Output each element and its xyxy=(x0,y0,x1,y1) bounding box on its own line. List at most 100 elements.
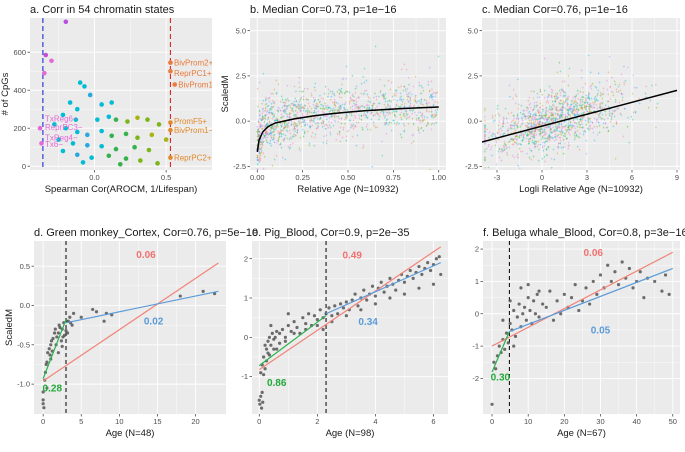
data-point: + xyxy=(280,131,283,136)
data-point: + xyxy=(383,113,386,118)
data-point: + xyxy=(542,113,545,118)
data-point: + xyxy=(530,116,533,121)
data-point xyxy=(402,292,407,296)
data-point: + xyxy=(319,116,322,121)
y-tick-label: 400 xyxy=(13,86,26,95)
data-point: + xyxy=(384,121,387,126)
data-point: + xyxy=(341,82,344,87)
data-point: + xyxy=(340,89,343,94)
data-point: + xyxy=(516,123,519,128)
data-point xyxy=(261,400,265,404)
data-point: + xyxy=(563,93,566,98)
coef-young: 0.86 xyxy=(267,378,287,389)
data-point: + xyxy=(300,96,303,101)
data-point xyxy=(46,351,50,355)
data-point: + xyxy=(435,110,438,115)
data-point xyxy=(263,343,267,347)
data-point: + xyxy=(357,106,360,111)
data-point: + xyxy=(567,143,570,148)
data-point: + xyxy=(403,84,406,89)
data-point: + xyxy=(602,125,605,130)
data-point: + xyxy=(516,137,519,142)
data-point: + xyxy=(358,105,361,110)
data-point: + xyxy=(568,127,571,132)
data-point: + xyxy=(314,103,317,108)
data-point: + xyxy=(338,95,341,100)
data-point xyxy=(262,373,266,377)
data-point: + xyxy=(538,123,541,128)
data-point: + xyxy=(293,120,296,125)
data-point: + xyxy=(417,125,420,130)
data-point: + xyxy=(267,103,270,108)
data-point: + xyxy=(340,87,343,92)
data-point: + xyxy=(564,116,567,121)
x-tick-label: 3 xyxy=(585,173,589,182)
data-point: + xyxy=(533,100,536,105)
data-point: + xyxy=(259,146,262,151)
data-point: + xyxy=(523,112,526,117)
data-point: + xyxy=(272,91,275,96)
data-point: + xyxy=(282,139,285,144)
data-point: + xyxy=(412,104,415,109)
data-point: + xyxy=(349,95,352,100)
data-point: + xyxy=(317,104,320,109)
data-point: + xyxy=(512,96,515,101)
data-point: + xyxy=(262,136,265,141)
data-point: + xyxy=(346,89,349,94)
data-point: + xyxy=(387,78,390,83)
data-point: + xyxy=(541,129,544,134)
data-point xyxy=(295,325,299,330)
data-point: + xyxy=(293,125,296,130)
data-point: + xyxy=(262,116,265,121)
data-point: + xyxy=(556,126,559,131)
data-point: + xyxy=(354,116,357,121)
data-point: + xyxy=(561,108,564,113)
data-point: + xyxy=(575,121,578,126)
data-point: + xyxy=(536,119,539,124)
data-point: + xyxy=(283,108,286,113)
data-point: + xyxy=(265,110,268,115)
data-point xyxy=(123,156,129,161)
data-point xyxy=(420,272,424,277)
data-point: + xyxy=(330,120,333,125)
data-point: + xyxy=(281,114,284,119)
data-point: + xyxy=(262,166,265,171)
data-point: + xyxy=(306,97,309,102)
data-point: + xyxy=(545,115,548,120)
data-point: + xyxy=(588,124,591,129)
data-point xyxy=(135,115,140,121)
data-point: + xyxy=(320,116,323,121)
data-point: + xyxy=(383,94,386,99)
data-point: + xyxy=(271,135,274,140)
data-point: + xyxy=(389,104,392,109)
data-point: + xyxy=(298,89,301,94)
data-point: + xyxy=(260,151,263,156)
data-point xyxy=(85,132,90,138)
x-tick-label: 6 xyxy=(630,173,634,182)
data-point: + xyxy=(560,130,563,135)
data-point: + xyxy=(551,117,554,122)
data-point: + xyxy=(565,97,568,102)
data-point: + xyxy=(261,126,264,131)
data-point: + xyxy=(544,113,547,118)
data-point: + xyxy=(345,134,348,139)
data-point: + xyxy=(587,90,590,95)
data-point xyxy=(73,117,79,122)
data-point: + xyxy=(283,137,286,142)
data-point: + xyxy=(547,135,550,140)
data-point: + xyxy=(373,102,376,107)
data-point: + xyxy=(331,100,334,105)
data-point: + xyxy=(593,105,596,110)
data-point: + xyxy=(425,123,428,128)
data-point: + xyxy=(416,101,419,106)
data-point: + xyxy=(523,132,526,137)
data-point: + xyxy=(261,117,264,122)
data-point: + xyxy=(500,132,503,137)
data-point: + xyxy=(258,157,261,162)
data-point: + xyxy=(484,118,487,123)
data-point: + xyxy=(538,113,541,118)
data-point: + xyxy=(263,154,266,159)
data-point: + xyxy=(312,102,315,107)
data-point: + xyxy=(492,169,495,174)
